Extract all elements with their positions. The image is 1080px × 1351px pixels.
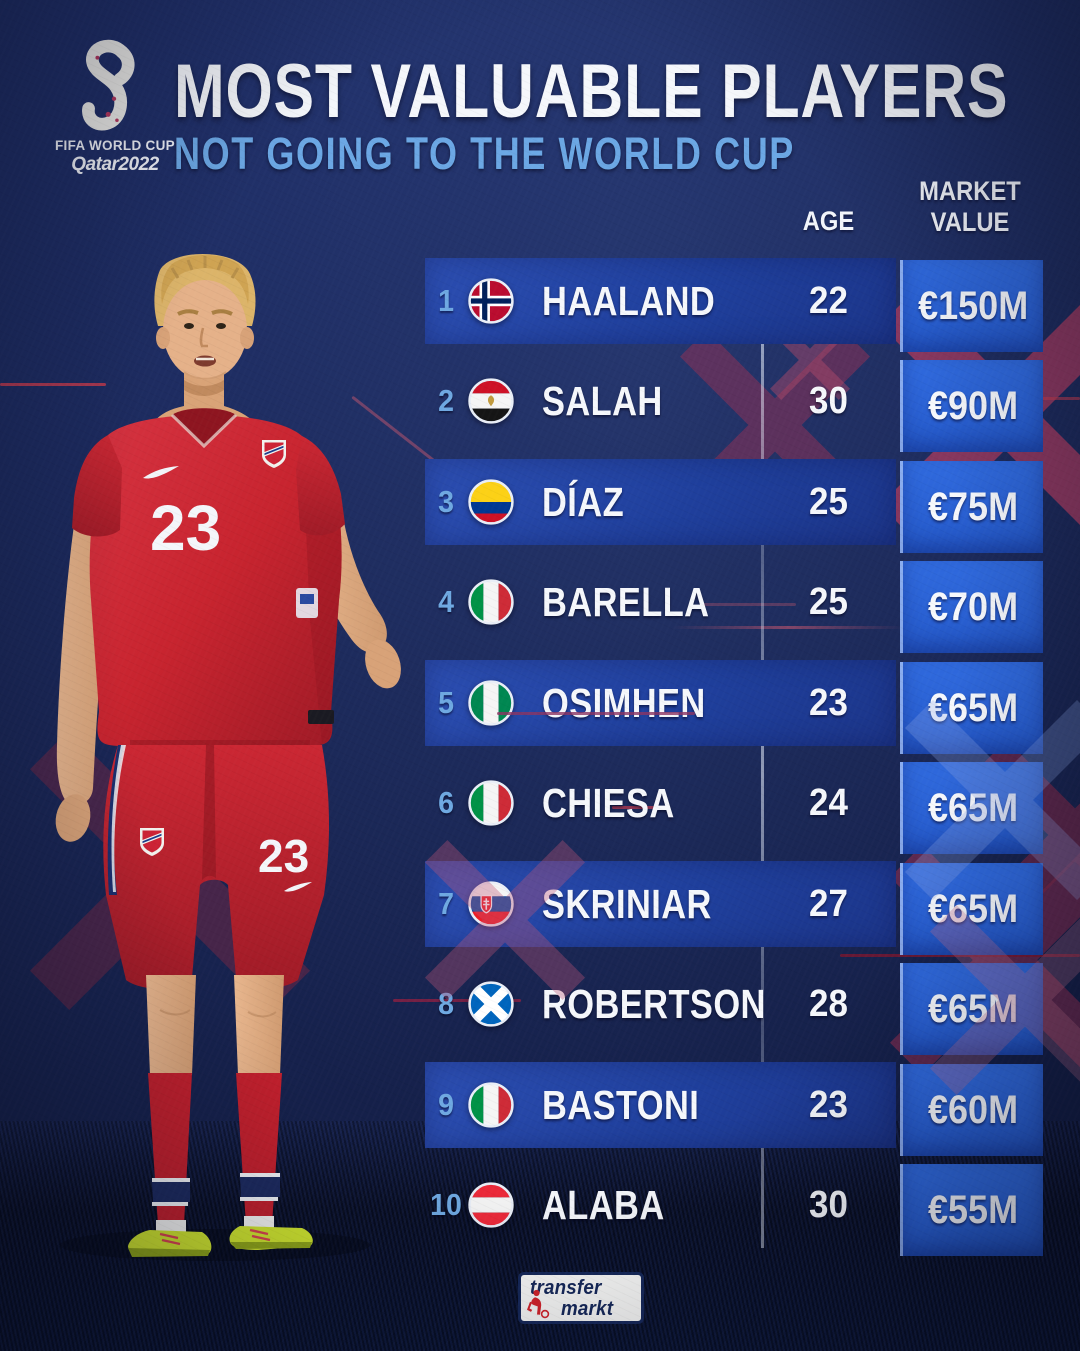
- rank-label: 10: [430, 1187, 462, 1222]
- rank-label: 5: [438, 685, 454, 720]
- rank-label: 3: [438, 484, 454, 519]
- player-name: OSIMHEN: [542, 680, 706, 726]
- transfermarkt-logo-line2: markt: [561, 1298, 614, 1320]
- scotland-flag-icon: [468, 981, 514, 1027]
- rank-label: 1: [438, 283, 454, 318]
- player-jersey-number: 23: [150, 492, 221, 564]
- rank-label: 7: [438, 886, 454, 921]
- qatar-2022-text: Qatar2022: [71, 154, 159, 175]
- fifa-world-cup-text: FIFA WORLD CUP: [55, 138, 175, 153]
- player-name: SKRINIAR: [542, 881, 712, 927]
- rank-label: 8: [438, 986, 454, 1021]
- player-name: BARELLA: [542, 579, 710, 625]
- market-value-cell: €75M: [900, 461, 1043, 553]
- transfermarkt-logo: transfer markt: [518, 1272, 644, 1324]
- player-age: 30: [809, 380, 848, 422]
- market-value-cell: €55M: [900, 1164, 1043, 1256]
- table-row: 7 SKRINIAR 27 €65M: [425, 861, 1043, 955]
- table-column-divider: [761, 258, 764, 1248]
- player-photo-haaland: 23 23: [0, 240, 440, 1265]
- table-row: 8 ROBERTSON 28 €65M: [425, 961, 1043, 1055]
- player-age: 25: [809, 481, 848, 523]
- player-name: BASTONI: [542, 1082, 700, 1128]
- nigeria-flag-icon: [468, 680, 514, 726]
- market-value-cell: €90M: [900, 360, 1043, 452]
- player-name: ROBERTSON: [542, 981, 766, 1027]
- player-age: 28: [809, 983, 848, 1025]
- player-name: DÍAZ: [542, 479, 625, 525]
- player-age: 24: [809, 782, 848, 824]
- fifa-world-cup-logo: FIFA WORLD CUP Qatar2022: [46, 38, 184, 176]
- norway-flag-icon: [468, 278, 514, 324]
- market-value-cell: €150M: [900, 260, 1043, 352]
- egypt-flag-icon: [468, 378, 514, 424]
- table-row: 10 ALABA 30 €55M: [425, 1162, 1043, 1256]
- qatar-2022-emblem-icon: [82, 39, 135, 131]
- page-subtitle: NOT GOING TO THE WORLD CUP: [174, 128, 795, 179]
- column-header-market-value: MARKET VALUE: [907, 176, 1034, 238]
- italy-flag-icon: [468, 1082, 514, 1128]
- player-name: CHIESA: [542, 780, 675, 826]
- market-value-cell: €65M: [900, 762, 1043, 854]
- player-name: HAALAND: [542, 278, 716, 324]
- austria-flag-icon: [468, 1182, 514, 1228]
- market-value-cell: €65M: [900, 662, 1043, 754]
- market-value-cell: €60M: [900, 1064, 1043, 1156]
- player-age: 23: [809, 682, 848, 724]
- player-name: ALABA: [542, 1182, 665, 1228]
- market-value-cell: €65M: [900, 963, 1043, 1055]
- market-value-line1: MARKET: [919, 176, 1021, 206]
- page-title: MOST VALUABLE PLAYERS: [174, 49, 1009, 134]
- market-value-cell: €70M: [900, 561, 1043, 653]
- slovakia-flag-icon: [468, 881, 514, 927]
- table-row: 5 OSIMHEN 23 €65M: [425, 660, 1043, 754]
- transfermarkt-logo-line1: transfer: [530, 1277, 602, 1299]
- colombia-flag-icon: [468, 479, 514, 525]
- player-age: 30: [809, 1184, 848, 1226]
- table-row: 6 CHIESA 24 €65M: [425, 760, 1043, 854]
- rank-label: 9: [438, 1087, 454, 1122]
- player-age: 25: [809, 581, 848, 623]
- table-row: 9 BASTONI 23 €60M: [425, 1062, 1043, 1156]
- rank-label: 4: [438, 584, 454, 619]
- italy-flag-icon: [468, 780, 514, 826]
- transfermarkt-player-icon: [527, 1289, 551, 1319]
- rank-label: 2: [438, 383, 454, 418]
- column-header-age: AGE: [802, 206, 855, 236]
- table-row: 4 BARELLA 25 €70M: [425, 559, 1043, 653]
- player-age: 27: [809, 883, 848, 925]
- market-value-line2: VALUE: [930, 207, 1010, 237]
- market-value-cell: €65M: [900, 863, 1043, 955]
- italy-flag-icon: [468, 579, 514, 625]
- rank-label: 6: [438, 785, 454, 820]
- table-row: 1 HAALAND 22 €150M: [425, 258, 1043, 352]
- player-name: SALAH: [542, 378, 663, 424]
- player-age: 22: [809, 280, 848, 322]
- player-age: 23: [809, 1084, 848, 1126]
- table-row: 2 SALAH 30 €90M: [425, 358, 1043, 452]
- table-row: 3 DÍAZ 25 €75M: [425, 459, 1043, 553]
- player-shorts-number: 23: [258, 830, 309, 882]
